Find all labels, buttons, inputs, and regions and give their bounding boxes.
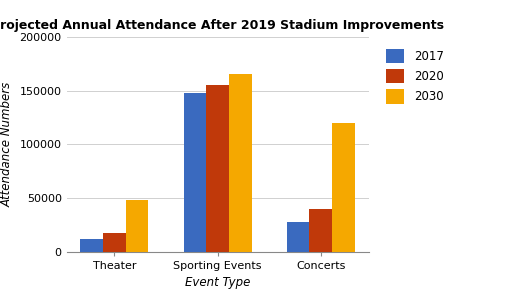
Y-axis label: Attendance Numbers: Attendance Numbers (1, 82, 14, 207)
Legend: 2017, 2020, 2030: 2017, 2020, 2030 (380, 43, 450, 110)
Title: Projected Annual Attendance After 2019 Stadium Improvements: Projected Annual Attendance After 2019 S… (0, 18, 444, 32)
Bar (206, 85, 229, 252)
Bar (287, 222, 309, 252)
X-axis label: Event Type: Event Type (185, 276, 250, 289)
Bar (183, 93, 206, 252)
Bar (229, 74, 252, 252)
Bar (103, 233, 126, 252)
Bar (309, 209, 332, 252)
Bar (80, 239, 103, 252)
Bar (332, 123, 355, 252)
Bar (126, 200, 148, 252)
